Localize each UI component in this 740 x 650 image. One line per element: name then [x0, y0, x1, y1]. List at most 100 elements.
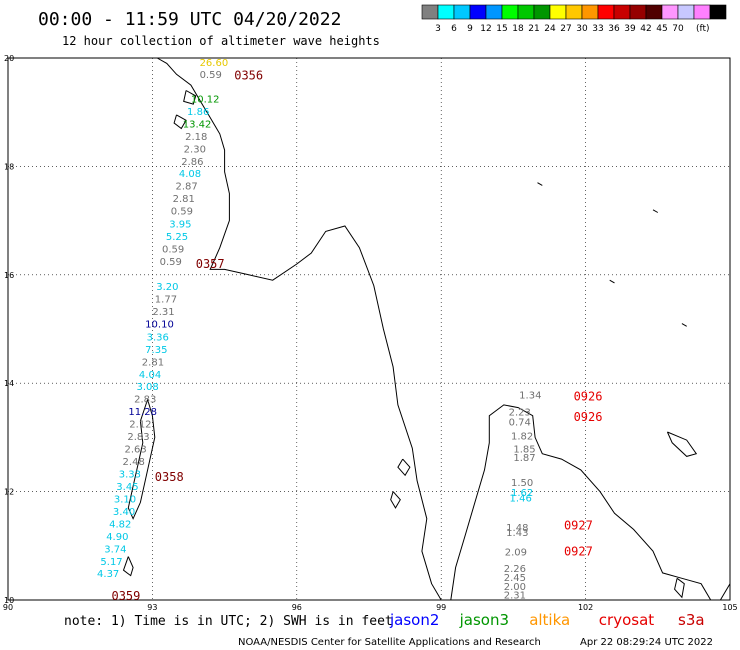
lon-tick-label: 93 — [147, 603, 157, 612]
wave-height-label: 1.43 — [506, 528, 528, 539]
colorbar-label: 15 — [496, 24, 507, 34]
colorbar-label: 42 — [640, 24, 651, 34]
wave-height-label: 0.59 — [171, 207, 193, 218]
colorbar-label: 9 — [467, 24, 473, 34]
wave-height-label: 1.87 — [513, 453, 535, 464]
coastline-segment — [674, 577, 685, 599]
footer-credit: NOAA/NESDIS Center for Satellite Applica… — [238, 637, 541, 648]
footer-note: note: 1) Time is in UTC; 2) SWH is in fe… — [64, 614, 393, 629]
colorbar-swatch — [501, 4, 519, 20]
coastline-segment — [666, 431, 698, 457]
satellite-legend-item: altika — [529, 611, 570, 629]
satellite-legend-item: jason2 — [389, 611, 439, 629]
coastline-segment — [183, 90, 197, 105]
colorbar-swatch — [709, 4, 727, 20]
wave-height-label: 13.42 — [183, 119, 212, 130]
colorbar-label: 39 — [624, 24, 636, 34]
colorbar-swatch — [485, 4, 503, 20]
colorbar-swatch — [661, 4, 679, 20]
wave-height-label: 2.83 — [127, 432, 149, 443]
colorbar-swatch — [581, 4, 599, 20]
map-title: 00:00 - 11:59 UTC 04/20/2022 — [38, 9, 341, 30]
wave-height-label: 1.34 — [519, 390, 541, 401]
wave-height-label: 2.09 — [505, 548, 527, 559]
pass-time-label: 0926 — [574, 390, 603, 404]
wave-height-label: 2.81 — [173, 194, 195, 205]
lat-tick-label: 20 — [4, 54, 14, 63]
wave-height-label: 2.31 — [504, 590, 526, 601]
lon-tick-label: 90 — [3, 603, 13, 612]
coastline-segment — [156, 57, 442, 601]
colorbar-label: 27 — [560, 24, 571, 34]
lat-tick-label: 18 — [4, 162, 14, 171]
colorbar-swatch — [421, 4, 439, 20]
pass-time-label: 0927 — [564, 519, 593, 533]
coastline-segment — [127, 399, 156, 520]
wave-height-label: 1.82 — [511, 432, 533, 443]
wave-height-label: 2.18 — [185, 132, 207, 143]
wave-height-label: 2.87 — [176, 182, 198, 193]
wave-height-label: 2.00 — [504, 582, 526, 593]
coastline-segment — [390, 491, 401, 509]
wave-height-label: 1.77 — [155, 294, 177, 305]
wave-height-label: 3.36 — [147, 332, 169, 343]
coastline-segment — [681, 323, 687, 327]
colorbar-swatch — [437, 4, 455, 20]
wave-height-label: 4.04 — [139, 370, 161, 381]
coastline-segment — [719, 583, 731, 601]
lon-tick-label: 99 — [436, 603, 446, 612]
colorbar-swatch — [453, 4, 471, 20]
colorbar-swatch — [517, 4, 535, 20]
wave-height-label: 1.85 — [513, 445, 535, 456]
wave-height-label: 0.59 — [200, 70, 222, 81]
colorbar-swatch — [549, 4, 567, 20]
colorbar-label: 30 — [576, 24, 588, 34]
coastline-segment — [450, 404, 712, 601]
wave-height-label: 2.23 — [509, 408, 531, 419]
pass-time-label: 0358 — [155, 470, 184, 484]
colorbar-label: 21 — [528, 24, 539, 34]
wave-height-label: 3.95 — [169, 220, 191, 231]
lon-tick-label: 105 — [722, 603, 737, 612]
map-subtitle: 12 hour collection of altimeter wave hei… — [62, 34, 380, 48]
wave-height-label: 10.12 — [191, 94, 220, 105]
colorbar-swatch — [677, 4, 695, 20]
coastline-segment — [397, 458, 411, 477]
wave-height-label: 0.59 — [160, 257, 182, 268]
wave-height-label: 1.46 — [510, 493, 532, 504]
wave-height-label: 5.17 — [100, 557, 122, 568]
colorbar-swatch — [693, 4, 711, 20]
coastline-segment — [609, 279, 615, 284]
colorbar-label: 24 — [544, 24, 556, 34]
wave-height-label: 3.33 — [119, 470, 141, 481]
pass-time-label: 0926 — [574, 410, 603, 424]
wave-height-label: 2.12 — [129, 420, 151, 431]
wave-height-label: 2.26 — [504, 564, 526, 575]
colorbar-label: 18 — [512, 24, 524, 34]
colorbar-swatch — [565, 4, 583, 20]
pass-time-label: 0359 — [111, 589, 140, 603]
wave-height-label: 2.81 — [142, 357, 164, 368]
wave-height-label: 11.28 — [128, 407, 157, 418]
wave-height-labels: 26.600.5910.121.8613.422.182.302.864.082… — [97, 58, 541, 601]
coastline-segment — [537, 182, 543, 186]
wave-height-label: 4.08 — [179, 169, 201, 180]
colorbar-label: 45 — [656, 24, 667, 34]
pass-time-label: 0357 — [196, 257, 225, 271]
lat-tick-label: 14 — [4, 379, 14, 388]
wave-height-label: 1.48 — [506, 523, 528, 534]
wave-height-label: 1.50 — [511, 478, 533, 489]
colorbar-label: 36 — [608, 24, 620, 34]
wave-height-label: 0.74 — [509, 417, 531, 428]
pass-time-labels: 0356 0357 0358 0359 0926 0926 0927 0927 — [111, 69, 602, 603]
colorbar-label: 33 — [592, 24, 603, 34]
colorbar-label: 70 — [672, 24, 684, 34]
colorbar-swatch — [629, 4, 647, 20]
wave-height-label: 3.74 — [104, 544, 126, 555]
wave-height-label: 1.62 — [511, 488, 533, 499]
satellite-legend-item: s3a — [678, 611, 705, 629]
coastlines — [122, 57, 731, 601]
colorbar-swatch — [597, 4, 615, 20]
wave-height-label: 2.45 — [504, 573, 526, 584]
